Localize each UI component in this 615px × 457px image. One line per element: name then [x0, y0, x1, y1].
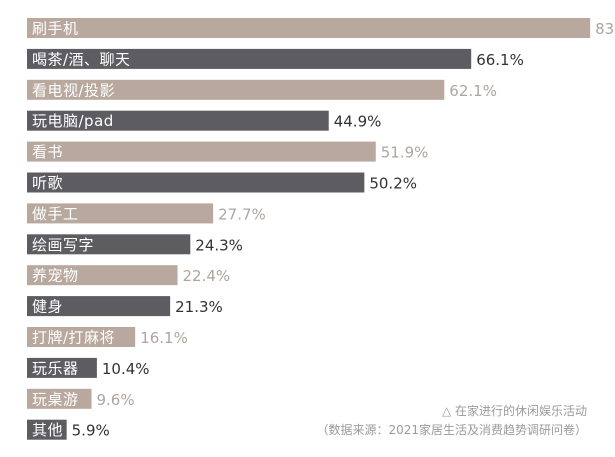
bar: [27, 357, 97, 378]
category-label: 健身: [32, 298, 63, 316]
category-label: 刷手机: [32, 20, 79, 38]
value-label: 24.3%: [195, 236, 243, 254]
category-label: 绘画写字: [32, 236, 94, 254]
bar: [27, 141, 376, 162]
category-label: 看书: [32, 143, 63, 161]
bar: [27, 18, 591, 38]
bar: [27, 419, 67, 440]
value-label: 83.8%: [595, 20, 615, 38]
bar: [27, 296, 171, 317]
bar: [27, 388, 92, 409]
value-label: 16.1%: [140, 329, 188, 347]
value-label: 10.4%: [102, 360, 150, 378]
bar: [27, 172, 365, 193]
category-label: 打牌/打麻将: [32, 329, 115, 347]
value-label: 21.3%: [175, 298, 223, 316]
category-label: 听歌: [32, 174, 63, 192]
bar: [27, 265, 178, 286]
value-label: 27.7%: [218, 205, 266, 223]
category-label: 养宠物: [32, 267, 79, 285]
value-label: 66.1%: [476, 51, 524, 69]
bar: [27, 327, 136, 347]
category-label: 玩桌游: [32, 390, 79, 408]
value-label: 62.1%: [449, 82, 497, 100]
value-label: 50.2%: [369, 175, 417, 193]
bar: [27, 79, 445, 100]
chart-data-source: （数据来源：2021家居生活及消费趋势调研问卷）: [316, 423, 587, 437]
value-label: 44.9%: [334, 113, 382, 131]
value-label: 51.9%: [381, 144, 429, 162]
value-label: 5.9%: [72, 422, 110, 440]
bar: [27, 234, 191, 255]
category-label: 玩电脑/pad: [32, 112, 114, 130]
category-label: 喝茶/酒、聊天: [32, 50, 131, 68]
value-label: 9.6%: [97, 391, 135, 409]
category-label: 其他: [32, 421, 63, 439]
bar: [27, 203, 214, 224]
bar: [27, 48, 472, 69]
bar: [27, 110, 329, 131]
category-label: 看电视/投影: [32, 81, 115, 99]
category-label: 做手工: [32, 205, 79, 223]
category-label: 玩乐器: [32, 359, 79, 377]
value-label: 22.4%: [183, 267, 231, 285]
chart-note-title: △ 在家进行的休闲娱乐活动: [441, 404, 587, 418]
